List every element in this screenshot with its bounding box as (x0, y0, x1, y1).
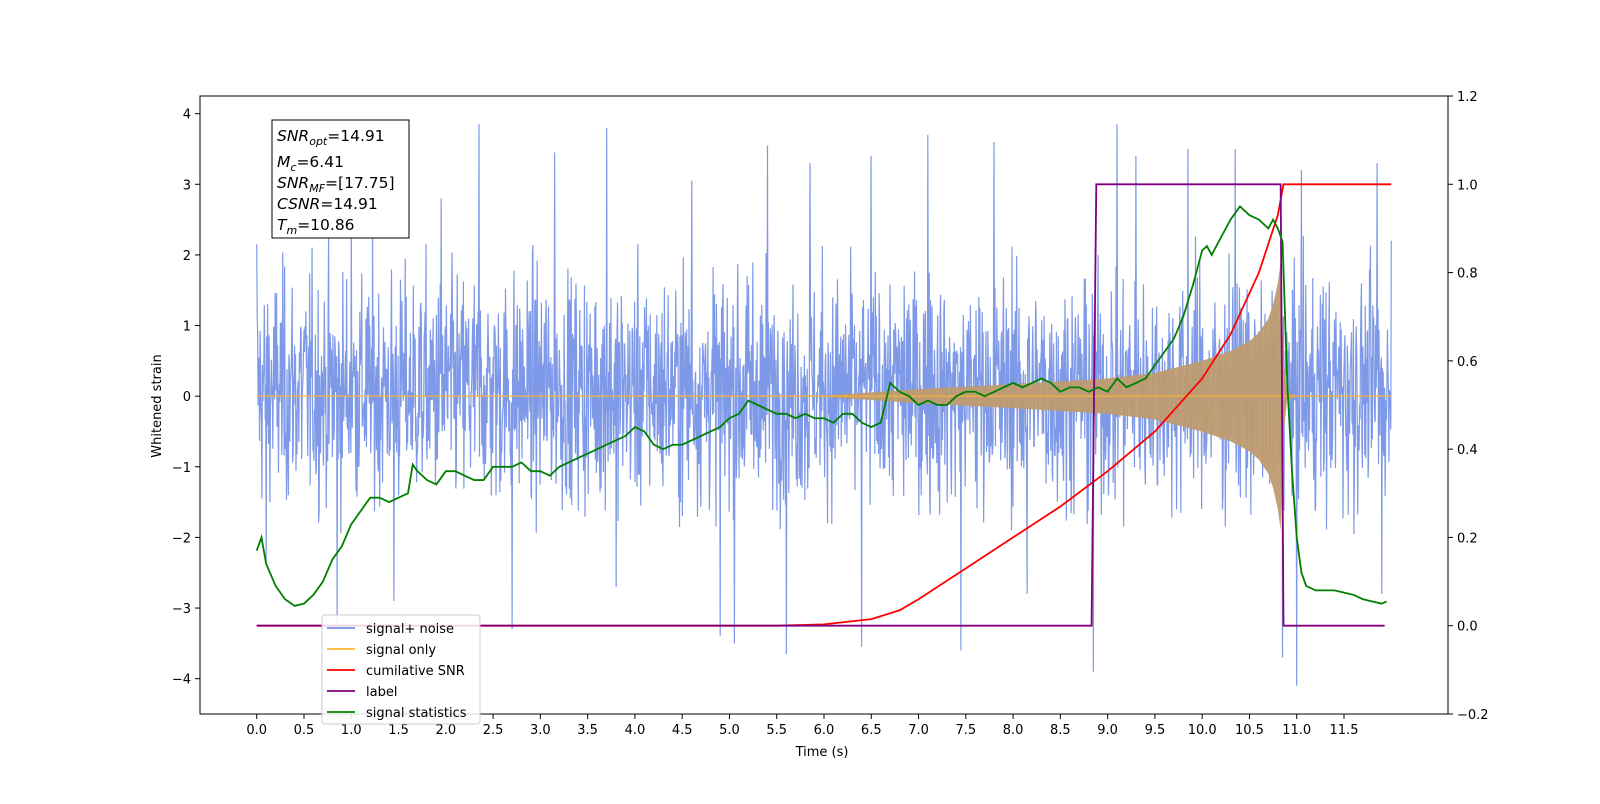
y-right-tick-label: 1.2 (1457, 90, 1478, 105)
y-left-tick-label: 1 (183, 320, 191, 335)
y-left-tick-label: 2 (183, 249, 191, 264)
annotation-snr-opt: SNRopt=14.91 (277, 127, 385, 148)
x-tick-label: 9.5 (1145, 723, 1166, 738)
annotation-snr-mf: SNRMF=[17.75] (277, 174, 395, 195)
y-right-tick-label: 1.0 (1457, 178, 1478, 193)
legend-frame (321, 614, 481, 725)
y-axis-left: 4 3 2 1 0 −1 −2 −3 −4 (172, 108, 200, 688)
y-left-tick-label: −4 (172, 673, 191, 688)
y-right-tick-label: 0.6 (1457, 355, 1478, 370)
x-tick-label: 6.5 (861, 723, 882, 738)
x-tick-label: 1.0 (341, 723, 362, 738)
parameter-annotation-box: SNRopt=14.91 Mc=6.41 SNRMF=[17.75] CSNR=… (271, 119, 410, 239)
x-tick-label: 2.5 (483, 723, 504, 738)
legend-entry-label: signal only (366, 643, 436, 658)
x-tick-label: 6.0 (814, 723, 835, 738)
y-right-tick-label: 0.0 (1457, 620, 1478, 635)
x-tick-label: 5.0 (719, 723, 740, 738)
annotation-tm: Tm=10.86 (277, 216, 355, 237)
y-left-tick-label: −1 (172, 461, 191, 476)
y-left-tick-label: 0 (183, 390, 191, 405)
x-tick-label: 10.0 (1188, 723, 1217, 738)
x-tick-label: 10.5 (1235, 723, 1264, 738)
series-signal-statistics (255, 205, 1387, 607)
y-right-tick-label: 0.8 (1457, 267, 1478, 282)
legend-entry-label: label (366, 685, 397, 700)
y-left-tick-label: −2 (172, 531, 191, 546)
plot-area (255, 124, 1392, 686)
x-axis-label: Time (s) (795, 745, 849, 760)
x-tick-label: 8.0 (1003, 723, 1024, 738)
y-left-tick-label: 3 (183, 178, 191, 193)
x-tick-label: 2.0 (435, 723, 456, 738)
legend: signal+ noise signal only cumilative SNR la… (321, 614, 481, 725)
x-tick-label: 4.5 (672, 723, 693, 738)
annotation-csnr: CSNR=14.91 (277, 195, 378, 213)
x-axis: 0.0 0.5 1.0 1.5 2.0 2.5 3.0 3.5 4.0 4.5 5.0 5.5 6.0 6… (246, 714, 1358, 738)
x-tick-label: 4.0 (625, 723, 646, 738)
x-tick-label: 5.5 (766, 723, 787, 738)
x-tick-label: 8.5 (1050, 723, 1071, 738)
series-cumulative-snr (256, 183, 1392, 627)
legend-entry-label: signal+ noise (366, 622, 454, 637)
y-right-tick-label: 0.2 (1457, 531, 1478, 546)
x-tick-label: 1.5 (388, 723, 409, 738)
legend-entry-label: signal statistics (366, 706, 467, 721)
series-label (256, 183, 1385, 627)
x-tick-label: 7.5 (955, 723, 976, 738)
y-left-tick-label: −3 (172, 602, 191, 617)
x-tick-label: 11.0 (1282, 723, 1311, 738)
y-right-tick-label: 0.4 (1457, 443, 1478, 458)
x-tick-label: 9.0 (1097, 723, 1118, 738)
x-tick-label: 0.0 (246, 723, 267, 738)
legend-entry-label: cumilative SNR (366, 664, 465, 679)
x-tick-label: 3.0 (530, 723, 551, 738)
y-right-tick-label: −0.2 (1457, 708, 1489, 723)
y-axis-label: Whitened strain (150, 354, 165, 457)
x-tick-label: 0.5 (294, 723, 315, 738)
x-tick-label: 3.5 (577, 723, 598, 738)
x-tick-label: 11.5 (1330, 723, 1359, 738)
y-axis-right: 1.2 1.0 0.8 0.6 0.4 0.2 0.0 −0.2 (1448, 90, 1489, 723)
annotation-mc: Mc=6.41 (277, 153, 344, 174)
x-tick-label: 7.0 (908, 723, 929, 738)
y-left-tick-label: 4 (183, 108, 191, 123)
